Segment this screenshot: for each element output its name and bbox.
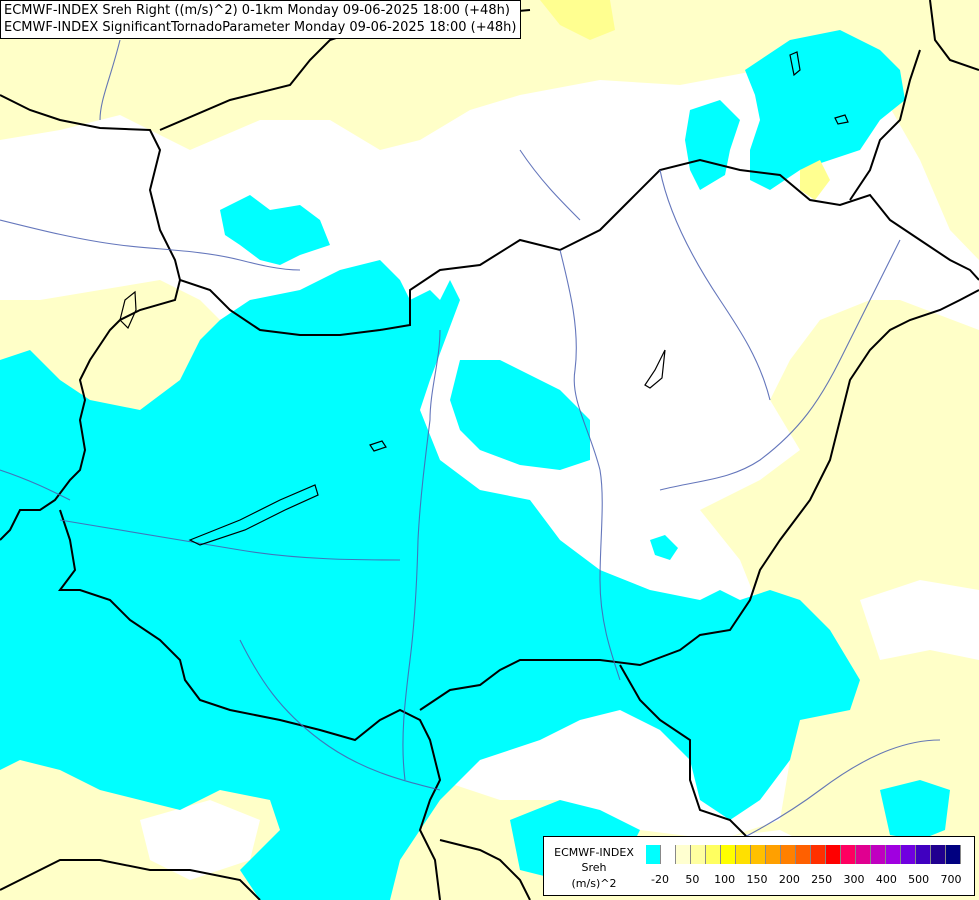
legend-swatch bbox=[691, 845, 706, 864]
legend-tick-label: 200 bbox=[778, 873, 800, 886]
legend-tick-label: 400 bbox=[875, 873, 897, 886]
map-title-box: ECMWF-INDEX Sreh Right ((m/s)^2) 0-1km M… bbox=[0, 0, 522, 39]
legend-swatch bbox=[721, 845, 736, 864]
legend-tick-label: 250 bbox=[811, 873, 833, 886]
legend-swatch bbox=[901, 845, 916, 864]
legend-swatch bbox=[766, 845, 781, 864]
legend-swatch bbox=[886, 845, 901, 864]
legend-swatch bbox=[916, 845, 931, 864]
legend-swatch bbox=[931, 845, 946, 864]
legend-tick-label: 500 bbox=[908, 873, 930, 886]
legend-swatch bbox=[751, 845, 766, 864]
map-title-line-1: ECMWF-INDEX Sreh Right ((m/s)^2) 0-1km M… bbox=[4, 3, 510, 18]
legend-unit: (m/s)^2 bbox=[571, 877, 617, 890]
legend-swatch bbox=[946, 845, 961, 864]
legend-swatch bbox=[841, 845, 856, 864]
legend-swatch bbox=[811, 845, 826, 864]
legend-swatch bbox=[706, 845, 721, 864]
legend-swatches bbox=[646, 845, 961, 864]
color-legend: ECMWF-INDEX Sreh (m/s)^2 -20 50 100 150 200 2… bbox=[543, 836, 975, 896]
legend-swatch bbox=[871, 845, 886, 864]
legend-tick-label: -20 bbox=[651, 873, 669, 886]
legend-swatch bbox=[676, 845, 691, 864]
legend-tick-label: 50 bbox=[685, 873, 700, 886]
lakes bbox=[119, 51, 849, 546]
legend-ticks: -20 50 100 150 200 250 300 400 500 700 bbox=[646, 873, 966, 887]
legend-tick-label: 150 bbox=[746, 873, 768, 886]
legend-swatch bbox=[661, 845, 676, 864]
legend-source: ECMWF-INDEX bbox=[554, 846, 634, 859]
legend-parameter: Sreh bbox=[581, 861, 607, 874]
legend-swatch bbox=[781, 845, 796, 864]
yellow-highlight-areas bbox=[540, 0, 830, 200]
legend-swatch bbox=[796, 845, 811, 864]
legend-swatch bbox=[736, 845, 751, 864]
legend-tick-label: 700 bbox=[940, 873, 962, 886]
legend-tick-label: 100 bbox=[714, 873, 736, 886]
legend-tick-label: 300 bbox=[843, 873, 865, 886]
map-title-line-2: ECMWF-INDEX SignificantTornadoParameter … bbox=[4, 20, 517, 35]
legend-swatch bbox=[646, 845, 661, 864]
legend-swatch bbox=[856, 845, 871, 864]
legend-swatch bbox=[826, 845, 841, 864]
